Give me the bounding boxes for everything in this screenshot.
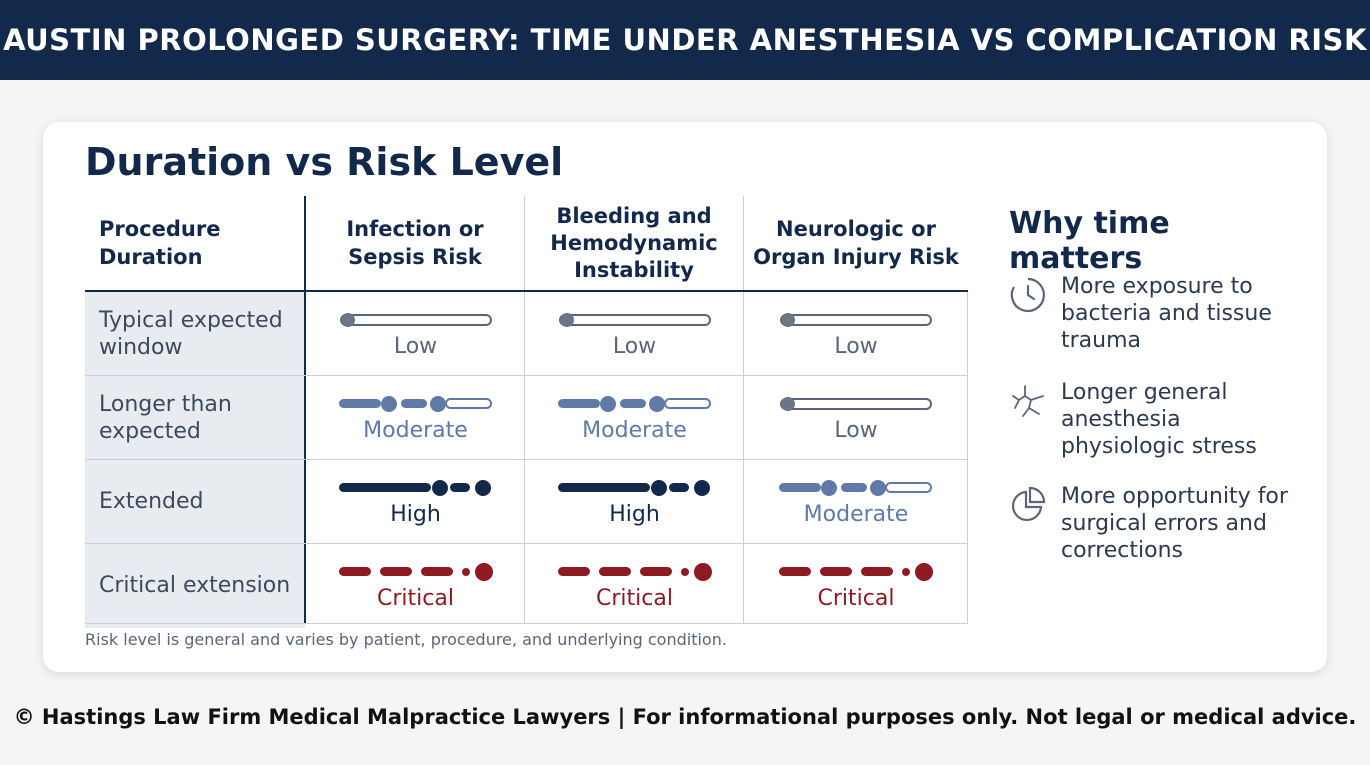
- why-time-matters-panel: Why time matters More exposure to bacter…: [1009, 206, 1309, 563]
- column-header-infection: Infection or Sepsis Risk: [346, 217, 484, 269]
- critical-indicator: [557, 562, 712, 581]
- side-item: More opportunity for surgical errors and…: [1009, 484, 1309, 564]
- low-indicator: [339, 312, 492, 327]
- risk-level-label: Low: [834, 333, 878, 359]
- header-title: AUSTIN PROLONGED SURGERY: TIME UNDER ANE…: [3, 23, 1367, 57]
- low-indicator: [780, 396, 932, 411]
- divider: [85, 543, 968, 544]
- divider: [967, 292, 968, 624]
- risk-cell: Critical: [525, 544, 744, 628]
- risk-cell: Low: [306, 292, 525, 376]
- risk-card: Duration vs Risk Level Procedure Duratio…: [43, 122, 1327, 672]
- risk-cell: Critical: [306, 544, 525, 628]
- risk-cell: Moderate: [525, 376, 744, 460]
- column-header-neurologic: Neurologic or Organ Injury Risk: [753, 217, 959, 269]
- risk-level-label: Moderate: [803, 501, 909, 527]
- risk-level-label: Critical: [596, 585, 673, 611]
- low-indicator: [558, 312, 711, 327]
- side-title: Why time matters: [1009, 206, 1170, 276]
- moderate-indicator: [779, 479, 932, 496]
- low-indicator: [780, 312, 932, 327]
- risk-cell: Low: [744, 376, 968, 460]
- divider: [85, 375, 968, 376]
- side-item: More exposure to bacteria and tissue tra…: [1009, 274, 1309, 354]
- divider: [85, 290, 968, 292]
- column-header-duration: Procedure Duration: [99, 217, 221, 269]
- high-indicator: [338, 479, 491, 496]
- row-label-extended: Extended: [85, 460, 305, 544]
- page-header: AUSTIN PROLONGED SURGERY: TIME UNDER ANE…: [0, 0, 1370, 80]
- moderate-indicator: [557, 395, 711, 412]
- disclaimer-note: Risk level is general and varies by pati…: [85, 630, 727, 649]
- risk-cell: Moderate: [306, 376, 525, 460]
- risk-level-label: High: [609, 501, 660, 527]
- column-header-bleeding: Bleeding and Hemodynamic Instability: [550, 203, 718, 283]
- row-label-longer: Longer than expected: [85, 376, 305, 460]
- divider: [85, 623, 968, 624]
- critical-indicator: [779, 562, 933, 581]
- high-indicator: [557, 479, 710, 496]
- clock-icon: [1009, 274, 1061, 354]
- side-item: Longer general anesthesia physiologic st…: [1009, 380, 1309, 460]
- side-item-text: More opportunity for surgical errors and…: [1061, 484, 1288, 563]
- risk-level-label: Moderate: [363, 417, 468, 443]
- risk-level-label: High: [390, 501, 441, 527]
- risk-level-label: Low: [393, 333, 438, 359]
- card-title: Duration vs Risk Level: [85, 140, 564, 184]
- risk-level-label: Moderate: [582, 417, 687, 443]
- risk-level-label: Critical: [377, 585, 454, 611]
- footer-disclaimer: © Hastings Law Firm Medical Malpractice …: [13, 705, 1357, 729]
- divider: [743, 196, 744, 624]
- risk-cell: Critical: [744, 544, 968, 628]
- risk-cell: Low: [525, 292, 744, 376]
- risk-cell: Moderate: [744, 460, 968, 544]
- divider: [524, 196, 525, 624]
- risk-level-label: Critical: [817, 585, 895, 611]
- pie-chart-icon: [1009, 484, 1061, 564]
- risk-cell: High: [525, 460, 744, 544]
- risk-table: Procedure Duration Infection or Sepsis R…: [85, 196, 968, 628]
- network-icon: [1009, 380, 1061, 460]
- row-label-typical: Typical expected window: [85, 292, 305, 376]
- side-item-text: More exposure to bacteria and tissue tra…: [1061, 274, 1272, 353]
- risk-level-label: Low: [834, 417, 878, 443]
- risk-cell: High: [306, 460, 525, 544]
- moderate-indicator: [338, 395, 492, 412]
- divider: [304, 196, 306, 624]
- risk-cell: Low: [744, 292, 968, 376]
- risk-level-label: Low: [612, 333, 657, 359]
- critical-indicator: [338, 562, 493, 581]
- side-item-text: Longer general anesthesia physiologic st…: [1061, 380, 1257, 459]
- row-label-critical: Critical extension: [85, 544, 305, 628]
- divider: [85, 459, 968, 460]
